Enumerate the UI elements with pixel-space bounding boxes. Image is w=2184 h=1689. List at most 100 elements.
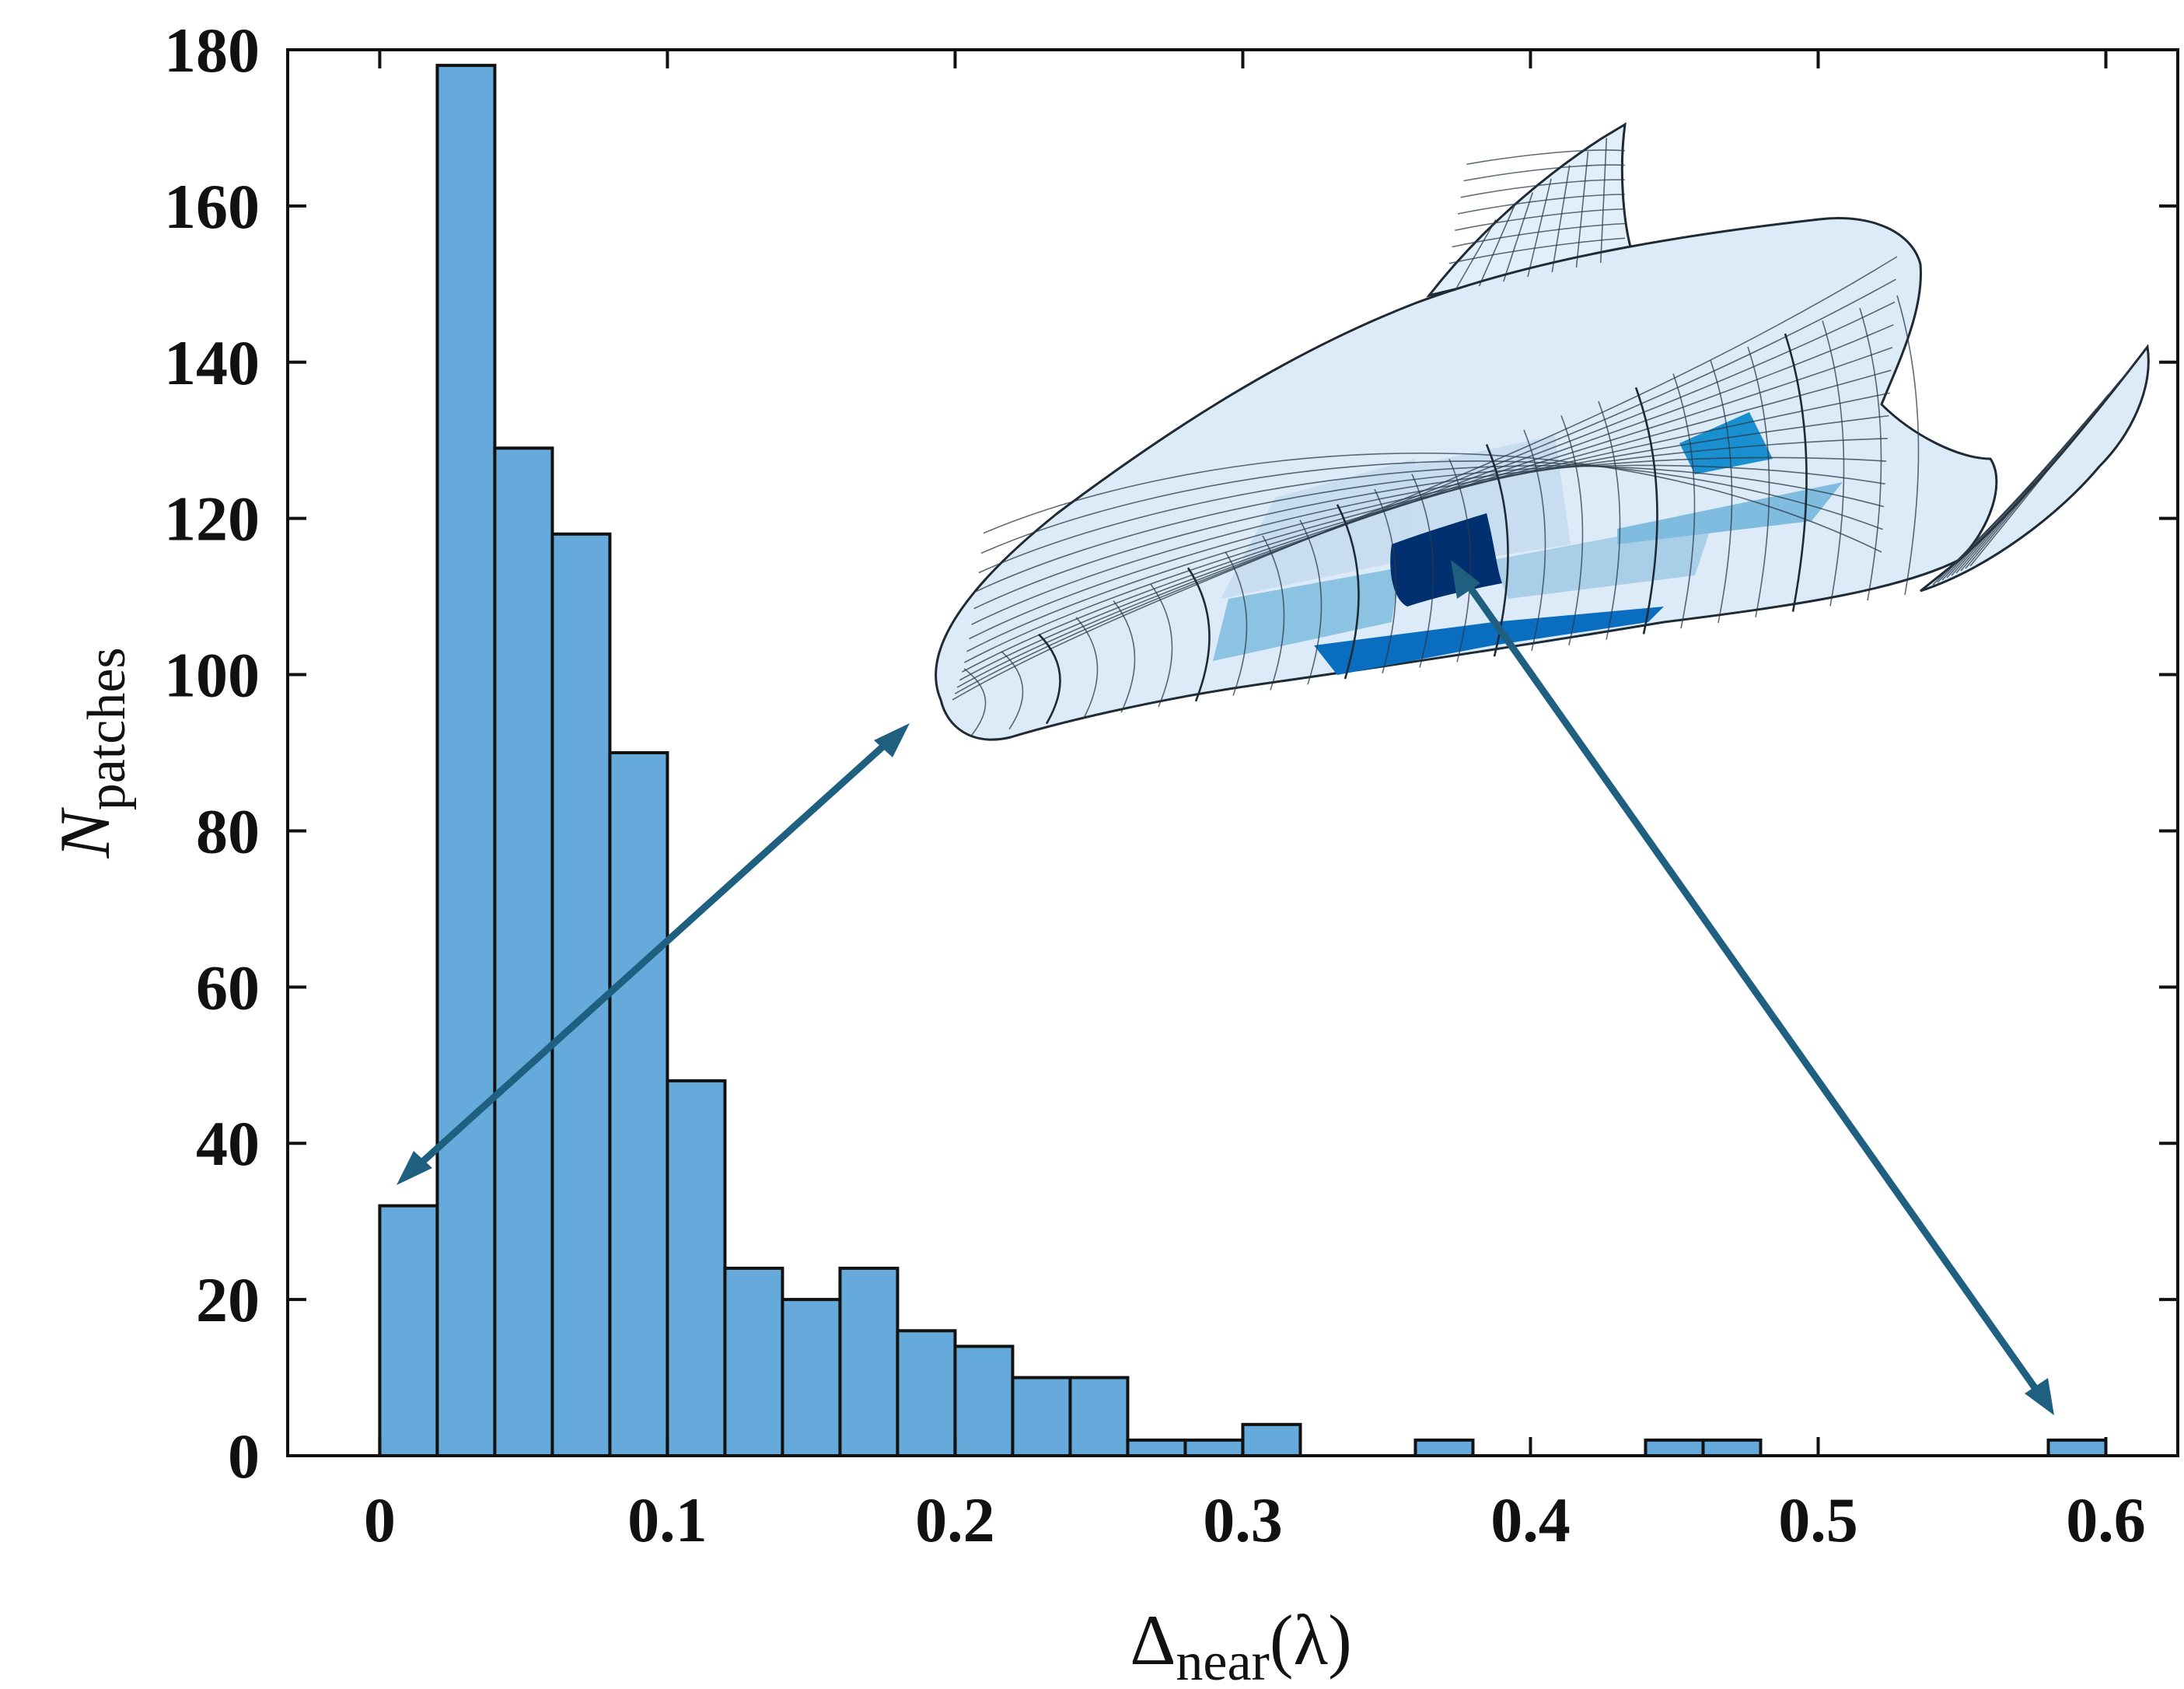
mesh-longitudinal [966, 392, 1890, 652]
patch-strip [1314, 607, 1664, 675]
y-tick-label: 160 [164, 171, 260, 242]
y-tick-label: 120 [164, 484, 260, 554]
arrow-high-bin [1459, 573, 2046, 1402]
mesh-transverse [1822, 320, 1845, 607]
mesh-transverse [1859, 307, 1882, 601]
histogram-bar [378, 1204, 439, 1457]
mesh-longitudinal [980, 460, 1883, 554]
mesh-transverse [1075, 617, 1099, 719]
mesh-fin [1463, 164, 1626, 182]
y-tick-label: 100 [164, 640, 260, 711]
mesh-longitudinal [978, 465, 1885, 574]
arrow-high-bin-head-end [2025, 1378, 2054, 1415]
histogram-bar [838, 1266, 900, 1458]
y-tick-labels: 0 20 40 60 80 100 120 140 160 180 [164, 15, 260, 1491]
histogram-bar [1183, 1438, 1245, 1458]
mesh-longitudinal [971, 438, 1888, 625]
patch-mid-3 [1617, 482, 1843, 544]
histogram-bar [666, 1079, 727, 1458]
histogram-bar [493, 446, 554, 1457]
mesh-longitudinal [952, 256, 1898, 701]
mesh-longitudinal [964, 369, 1892, 663]
mesh-tail [1965, 379, 2122, 569]
mesh-longitudinal [976, 464, 1885, 593]
mesh-transverse [1150, 583, 1173, 708]
aircraft-mesh-lines [952, 138, 2134, 736]
mesh-fin [1452, 222, 1626, 248]
mesh-transverse [1038, 633, 1061, 725]
mesh-transverse [1747, 346, 1770, 617]
arrow-low-bin-head-end [874, 723, 910, 757]
patch-mid-1 [1213, 568, 1400, 661]
plot-frame [286, 48, 2179, 1457]
y-tick-label: 40 [196, 1108, 260, 1179]
mesh-fin [1502, 192, 1534, 282]
mesh-fin [1527, 178, 1552, 278]
mesh-transverse [1784, 333, 1808, 612]
y-axis-label: Npatches [45, 647, 137, 858]
histogram-bar [1126, 1438, 1187, 1458]
annotation-arrows [397, 560, 2054, 1415]
mesh-fin [1478, 205, 1515, 287]
y-tick-label: 80 [196, 796, 260, 866]
histogram-bar [608, 751, 669, 1457]
mesh-transverse [1374, 488, 1397, 674]
mesh-transverse [1336, 504, 1360, 680]
arrow-high-bin-head-start [1451, 560, 1480, 599]
x-tick-labels: 0 0.1 0.2 0.3 0.4 0.5 0.6 [364, 1484, 2146, 1555]
arrow-low-bin [409, 733, 897, 1174]
histogram-bar [1413, 1438, 1475, 1458]
mesh-transverse [1262, 535, 1285, 691]
mesh-fin [1466, 149, 1626, 166]
mesh-transverse [1598, 400, 1621, 640]
mesh-transverse [1896, 295, 1920, 596]
mesh-fin [1448, 237, 1626, 264]
mesh-transverse [1560, 415, 1584, 645]
y-tick-label: 0 [228, 1421, 260, 1491]
mesh-transverse [1448, 459, 1472, 663]
mesh-transverse [1001, 651, 1024, 730]
mesh-fin [1460, 179, 1626, 198]
mesh-longitudinal [983, 453, 1882, 553]
mesh-fin [1457, 194, 1626, 215]
x-tick-label: 0.2 [915, 1484, 995, 1555]
histogram-bar [896, 1329, 957, 1458]
mesh-transverse [1672, 373, 1696, 629]
x-tick-label: 0.5 [1778, 1484, 1858, 1555]
x-axis-label: Δnear(λ) [1130, 1600, 1352, 1689]
mesh-tail [1969, 364, 2134, 567]
x-tick-label: 0.3 [1203, 1484, 1283, 1555]
mesh-transverse [1299, 519, 1323, 685]
histogram-bar [1011, 1376, 1072, 1457]
histogram-bar [953, 1345, 1015, 1458]
histogram-bar [1644, 1438, 1705, 1458]
histogram-bar [1068, 1376, 1130, 1457]
y-tick-label: 180 [164, 15, 260, 86]
mesh-transverse [963, 668, 987, 736]
x-tick-label: 0.1 [627, 1484, 708, 1555]
x-tick-label: 0.6 [2066, 1484, 2146, 1555]
histogram-bars [378, 64, 2108, 1458]
mesh-transverse [1186, 567, 1211, 702]
mesh-fin [1455, 208, 1626, 232]
histogram-bar [550, 532, 612, 1457]
mesh-fin [1599, 138, 1608, 264]
mesh-fin [1454, 219, 1497, 292]
mesh-fin [1575, 151, 1589, 268]
axis-ticks [288, 48, 2178, 1457]
mesh-longitudinal [969, 414, 1889, 640]
histogram-bar [1701, 1438, 1763, 1458]
mesh-transverse [1225, 551, 1248, 696]
histogram-bar [2046, 1438, 2108, 1458]
mesh-transverse [1710, 359, 1733, 624]
y-tick-label: 140 [164, 327, 260, 398]
y-tick-label: 20 [196, 1264, 260, 1335]
mesh-transverse [1523, 429, 1546, 652]
mesh-longitudinal [973, 456, 1887, 610]
histogram-bar [723, 1266, 784, 1458]
mesh-transverse [1634, 386, 1658, 635]
histogram-bar [781, 1298, 842, 1457]
aircraft-mesh-inset [935, 122, 2150, 741]
histogram-bar [1241, 1422, 1302, 1458]
